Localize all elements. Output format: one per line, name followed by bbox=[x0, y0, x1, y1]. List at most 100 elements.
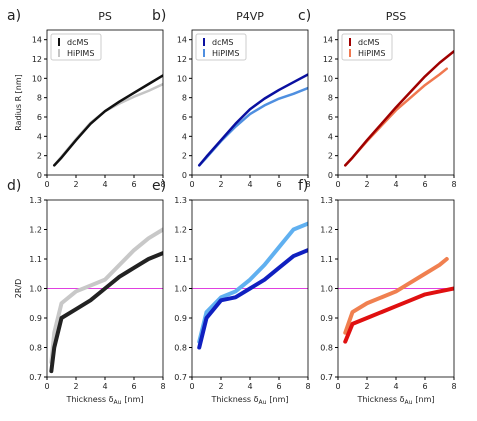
x-tick-label: 2 bbox=[73, 180, 78, 189]
y-tick-label: 14 bbox=[177, 36, 187, 45]
legend-box bbox=[341, 33, 393, 61]
plot-area bbox=[338, 257, 454, 344]
legend-label: HiPIMS bbox=[358, 49, 385, 58]
x-label-unit: [nm] bbox=[269, 395, 288, 404]
x-tick-label: 8 bbox=[451, 382, 456, 391]
x-label-sub: Au bbox=[258, 399, 266, 406]
plot-area bbox=[344, 50, 454, 167]
legend-label: dcMS bbox=[212, 38, 233, 47]
panel-label: d) bbox=[7, 178, 21, 194]
axes-frame bbox=[191, 29, 309, 176]
series-line bbox=[53, 74, 163, 167]
x-tick-label: 8 bbox=[305, 180, 310, 189]
x-tick-label: 2 bbox=[218, 382, 223, 391]
legend-label: dcMS bbox=[67, 38, 88, 47]
y-tick-label: 0.7 bbox=[320, 373, 333, 382]
y-tick-label: 0.7 bbox=[29, 373, 42, 382]
y-tick-label: 0 bbox=[328, 171, 333, 180]
series-line bbox=[49, 251, 163, 374]
x-tick-label: 0 bbox=[189, 382, 194, 391]
y-tick-label: 6 bbox=[37, 113, 42, 122]
series-line bbox=[198, 73, 308, 167]
panel-label: b) bbox=[152, 8, 166, 24]
x-tick-label: 8 bbox=[160, 180, 165, 189]
y-tick-label: 0.9 bbox=[174, 314, 187, 323]
x-tick-label: 6 bbox=[131, 382, 136, 391]
plot-area bbox=[53, 74, 163, 167]
y-tick-label: 1.3 bbox=[174, 196, 187, 205]
y-tick-label: 0 bbox=[37, 171, 42, 180]
x-tick-label: 4 bbox=[247, 180, 252, 189]
plot-area bbox=[192, 221, 308, 350]
y-tick-label: 1.2 bbox=[320, 226, 333, 235]
plot-area bbox=[47, 227, 163, 374]
series-line bbox=[344, 67, 448, 167]
y-tick-label: 1.1 bbox=[174, 255, 187, 264]
y-tick-label: 4 bbox=[328, 132, 333, 141]
series-line bbox=[53, 82, 163, 167]
x-label-sub: Au bbox=[404, 399, 412, 406]
panel-label: f) bbox=[298, 178, 308, 194]
y-tick-label: 4 bbox=[182, 132, 187, 141]
x-tick-label: 2 bbox=[73, 382, 78, 391]
x-tick-label: 4 bbox=[247, 382, 252, 391]
legend-box bbox=[50, 33, 102, 61]
panel-title: P4VP bbox=[236, 10, 264, 23]
y-tick-label: 1.1 bbox=[29, 255, 42, 264]
y-tick-label: 14 bbox=[323, 36, 333, 45]
y-tick-label: 10 bbox=[32, 74, 42, 83]
y-tick-label: 0.9 bbox=[320, 314, 333, 323]
x-label-unit: [nm] bbox=[415, 395, 434, 404]
x-tick-label: 0 bbox=[189, 180, 194, 189]
y-tick-label: 1.2 bbox=[174, 226, 187, 235]
legend-label: HiPIMS bbox=[67, 49, 94, 58]
series-line bbox=[343, 257, 449, 335]
panel-title: PS bbox=[98, 10, 112, 23]
y-axis-label: Radius R [nm] bbox=[14, 74, 23, 131]
legend-label: HiPIMS bbox=[212, 49, 239, 58]
x-axis-label: Thickness δAu [nm] bbox=[356, 395, 434, 406]
x-label-unit: [nm] bbox=[124, 395, 143, 404]
series-line bbox=[197, 248, 308, 350]
x-label-main: Thickness δ bbox=[356, 395, 404, 404]
y-tick-label: 2 bbox=[328, 152, 333, 161]
x-tick-label: 8 bbox=[160, 382, 165, 391]
x-tick-label: 0 bbox=[44, 382, 49, 391]
series-line bbox=[198, 86, 308, 167]
y-tick-label: 6 bbox=[328, 113, 333, 122]
y-tick-label: 0.9 bbox=[29, 314, 42, 323]
series-line bbox=[197, 221, 308, 344]
panel-label: c) bbox=[298, 8, 311, 24]
y-tick-label: 12 bbox=[177, 55, 187, 64]
y-tick-label: 2 bbox=[182, 152, 187, 161]
x-tick-label: 4 bbox=[393, 180, 398, 189]
legend-box bbox=[195, 33, 247, 61]
y-tick-label: 10 bbox=[323, 74, 333, 83]
series-line bbox=[344, 50, 454, 167]
y-tick-label: 12 bbox=[323, 55, 333, 64]
y-tick-label: 1.2 bbox=[29, 226, 42, 235]
axes-frame bbox=[337, 29, 455, 176]
axes-frame bbox=[191, 199, 309, 378]
y-tick-label: 4 bbox=[37, 132, 42, 141]
x-label-main: Thickness δ bbox=[65, 395, 113, 404]
x-tick-label: 6 bbox=[276, 180, 281, 189]
x-tick-label: 8 bbox=[305, 382, 310, 391]
x-tick-label: 8 bbox=[451, 180, 456, 189]
y-axis-label: 2R/D bbox=[14, 279, 23, 299]
axes-frame bbox=[46, 199, 164, 378]
y-tick-label: 1.0 bbox=[29, 285, 42, 294]
y-tick-label: 0.8 bbox=[174, 344, 187, 353]
y-tick-label: 1.0 bbox=[320, 285, 333, 294]
x-label-main: Thickness δ bbox=[210, 395, 258, 404]
x-tick-label: 2 bbox=[218, 180, 223, 189]
y-tick-label: 6 bbox=[182, 113, 187, 122]
axes-frame bbox=[337, 199, 455, 378]
x-tick-label: 4 bbox=[102, 180, 107, 189]
y-tick-label: 2 bbox=[37, 152, 42, 161]
x-tick-label: 2 bbox=[364, 180, 369, 189]
x-tick-label: 6 bbox=[422, 382, 427, 391]
panel-label: e) bbox=[152, 178, 166, 194]
y-tick-label: 0.8 bbox=[29, 344, 42, 353]
